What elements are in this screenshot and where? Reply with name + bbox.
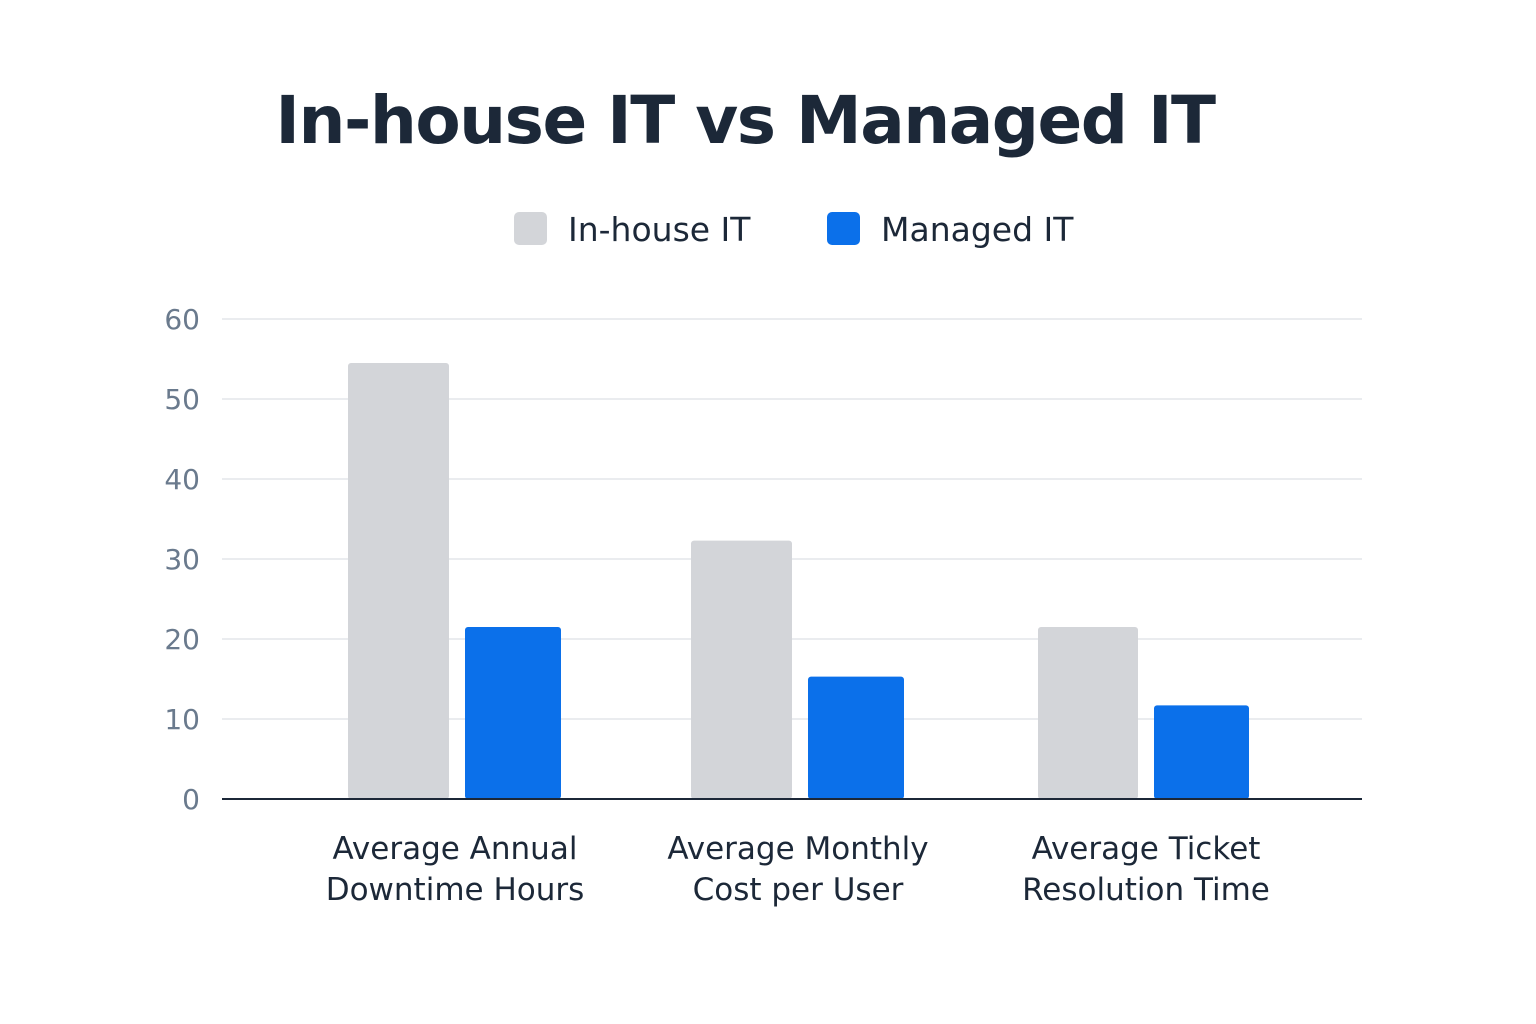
category-label: Average Ticket xyxy=(1032,831,1261,867)
bars xyxy=(348,363,1249,799)
chart-title: In-house IT vs Managed IT xyxy=(275,82,1216,159)
y-tick-label: 10 xyxy=(164,703,200,736)
bar-in-house-it-1 xyxy=(691,540,792,799)
legend-swatch-in-house-it xyxy=(514,212,547,245)
category-label: Resolution Time xyxy=(1022,872,1270,908)
category-label: Average Annual xyxy=(333,831,578,867)
bar-in-house-it-2 xyxy=(1038,627,1138,799)
y-tick-label: 60 xyxy=(164,303,200,336)
legend: In-house IT Managed IT xyxy=(514,210,1074,249)
y-tick-label: 0 xyxy=(182,783,200,816)
category-labels: Average Annual Downtime Hours Average Mont… xyxy=(326,831,1270,908)
y-tick-label: 40 xyxy=(164,463,200,496)
bar-managed-it-1 xyxy=(808,676,904,799)
legend-label-in-house-it: In-house IT xyxy=(568,210,751,249)
y-tick-label: 20 xyxy=(164,623,200,656)
legend-swatch-managed-it xyxy=(827,212,860,245)
category-label: Cost per User xyxy=(693,872,904,908)
bar-managed-it-0 xyxy=(465,627,561,799)
legend-label-managed-it: Managed IT xyxy=(881,210,1074,249)
bar-managed-it-2 xyxy=(1154,705,1249,799)
y-tick-label: 50 xyxy=(164,383,200,416)
y-tick-label: 30 xyxy=(164,543,200,576)
bar-in-house-it-0 xyxy=(348,363,449,799)
category-label: Average Monthly xyxy=(667,831,928,867)
category-label: Downtime Hours xyxy=(326,872,585,908)
y-axis-ticks: 0 10 20 30 40 50 60 xyxy=(164,303,200,816)
